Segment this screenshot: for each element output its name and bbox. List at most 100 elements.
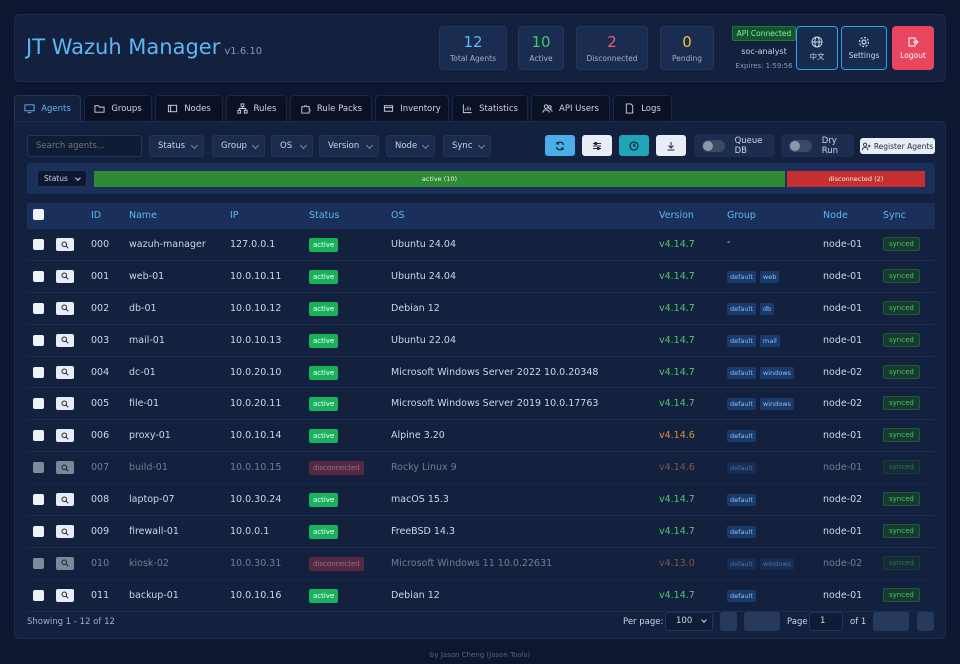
inspect-button[interactable] xyxy=(56,556,74,570)
queue-db-toggle[interactable]: Queue DB xyxy=(694,134,775,157)
table-row[interactable]: 006 proxy-01 10.0.10.14 active Alpine 3.20 v4… xyxy=(27,420,935,453)
filter-status[interactable]: Status xyxy=(149,135,204,157)
group-tag[interactable]: default xyxy=(727,494,756,507)
filter-sync[interactable]: Sync xyxy=(443,135,491,157)
group-tag[interactable]: default xyxy=(727,366,756,379)
inspect-button[interactable] xyxy=(56,333,74,347)
group-tag[interactable]: windows xyxy=(759,398,794,411)
group-tag[interactable]: default xyxy=(727,462,756,475)
filter-os[interactable]: OS xyxy=(271,135,313,157)
last-page-button[interactable] xyxy=(917,612,934,631)
group-tag[interactable]: default xyxy=(727,526,756,539)
inspect-button[interactable] xyxy=(56,525,74,539)
table-row[interactable]: 009 firewall-01 10.0.0.1 active FreeBSD 14.3… xyxy=(27,516,935,548)
logout-button[interactable]: Logout xyxy=(892,26,934,70)
table-row[interactable]: 005 file-01 10.0.20.11 active Microsoft Wind… xyxy=(27,388,935,421)
col-node[interactable]: Node xyxy=(823,210,848,221)
row-checkbox[interactable] xyxy=(33,239,44,250)
dry-run-switch[interactable] xyxy=(789,139,812,152)
row-checkbox[interactable] xyxy=(33,526,44,538)
table-row[interactable]: 001 web-01 10.0.10.11 active Ubuntu 24.04 v4.… xyxy=(27,261,935,293)
row-checkbox[interactable] xyxy=(33,270,44,282)
inspect-button[interactable] xyxy=(56,588,74,602)
register-agents-button[interactable]: Register Agents xyxy=(860,138,935,154)
group-tag[interactable]: windows xyxy=(759,366,794,379)
group-tag[interactable]: mail xyxy=(759,334,780,347)
col-os[interactable]: OS xyxy=(391,210,405,221)
segment-active[interactable]: active (10) xyxy=(94,171,785,187)
col-status[interactable]: Status xyxy=(309,210,340,221)
group-tag[interactable]: web xyxy=(759,270,780,283)
tab-groups[interactable]: Groups xyxy=(84,95,152,121)
table-row[interactable]: 000 wazuh-manager 127.0.0.1 active Ubuntu 24… xyxy=(27,229,935,261)
table-row[interactable]: 011 backup-01 10.0.10.16 active Debian 12 v4.… xyxy=(27,580,935,612)
table-row[interactable]: 008 laptop-07 10.0.30.24 active macOS 15.3 v4… xyxy=(27,484,935,517)
inspect-button[interactable] xyxy=(56,301,74,315)
refresh-button[interactable] xyxy=(545,135,575,156)
group-tag[interactable]: default xyxy=(727,557,756,570)
tab-api-users[interactable]: API Users xyxy=(531,95,610,121)
row-checkbox[interactable] xyxy=(33,557,44,569)
dry-run-toggle[interactable]: Dry Run xyxy=(781,134,854,157)
tab-inventory[interactable]: Inventory xyxy=(375,95,449,121)
row-checkbox[interactable] xyxy=(33,302,44,314)
group-tag[interactable]: default xyxy=(727,430,756,443)
col-group[interactable]: Group xyxy=(727,210,756,221)
segment-disconnected[interactable]: disconnected (2) xyxy=(787,171,925,187)
inspect-button[interactable] xyxy=(56,238,74,251)
col-name[interactable]: Name xyxy=(129,210,158,221)
page-input[interactable]: 1 xyxy=(809,612,843,631)
first-page-button[interactable] xyxy=(720,612,737,631)
columns-button[interactable] xyxy=(582,135,612,156)
select-all-checkbox[interactable] xyxy=(33,209,44,220)
inspect-button[interactable] xyxy=(56,397,74,411)
table-row[interactable]: 003 mail-01 10.0.10.13 active Ubuntu 22.04 v4… xyxy=(27,325,935,357)
inspect-button[interactable] xyxy=(56,365,74,379)
inspect-button[interactable] xyxy=(56,493,74,507)
group-tag[interactable]: db xyxy=(759,302,775,315)
tab-rule-packs[interactable]: Rule Packs xyxy=(290,95,372,121)
table-row[interactable]: 002 db-01 10.0.10.12 active Debian 12 v4.14.7… xyxy=(27,293,935,325)
prev-page-button[interactable] xyxy=(744,612,780,631)
row-checkbox[interactable] xyxy=(33,589,44,601)
col-version[interactable]: Version xyxy=(659,210,694,221)
tab-nodes[interactable]: Nodes xyxy=(155,95,223,121)
tab-agents[interactable]: Agents xyxy=(14,95,81,121)
table-row[interactable]: 010 kiosk-02 10.0.30.31 disconnected Microso… xyxy=(27,548,935,580)
group-tag[interactable]: default xyxy=(727,398,756,411)
per-page-select[interactable]: 100 xyxy=(665,612,713,631)
group-tag[interactable]: default xyxy=(727,589,756,602)
group-tag[interactable]: windows xyxy=(759,557,794,570)
col-id[interactable]: ID xyxy=(91,210,102,221)
filter-node[interactable]: Node xyxy=(386,135,435,157)
row-checkbox[interactable] xyxy=(33,334,44,346)
filter-group[interactable]: Group xyxy=(212,135,265,157)
table-row[interactable]: 004 dc-01 10.0.20.10 active Microsoft Window… xyxy=(27,357,935,389)
tab-statistics[interactable]: Statistics xyxy=(452,95,528,121)
group-tag[interactable]: default xyxy=(727,270,756,283)
col-sync[interactable]: Sync xyxy=(883,210,906,221)
inspect-button[interactable] xyxy=(56,269,74,283)
status-bar-select[interactable]: Status xyxy=(37,170,87,187)
group-tag[interactable]: default xyxy=(727,302,756,315)
row-checkbox[interactable] xyxy=(33,494,44,506)
inspect-button[interactable] xyxy=(56,429,74,443)
queue-db-switch[interactable] xyxy=(702,139,725,152)
table-row[interactable]: 007 build-01 10.0.10.15 disconnected Rocky L… xyxy=(27,452,935,485)
group-tag[interactable]: default xyxy=(727,334,756,347)
language-button[interactable]: 中文 xyxy=(796,26,838,70)
tab-logs[interactable]: Logs xyxy=(613,95,672,121)
inspect-button[interactable] xyxy=(56,461,74,475)
row-checkbox[interactable] xyxy=(33,430,44,442)
row-checkbox[interactable] xyxy=(33,366,44,378)
filter-version[interactable]: Version xyxy=(319,135,379,157)
export-button[interactable] xyxy=(656,135,686,156)
schedule-button[interactable] xyxy=(619,135,649,156)
search-input[interactable] xyxy=(27,135,142,157)
settings-button[interactable]: Settings xyxy=(841,26,887,70)
row-checkbox[interactable] xyxy=(33,462,44,474)
row-checkbox[interactable] xyxy=(33,398,44,410)
col-ip[interactable]: IP xyxy=(230,210,239,221)
tab-rules[interactable]: Rules xyxy=(226,95,287,121)
next-page-button[interactable] xyxy=(873,612,909,631)
